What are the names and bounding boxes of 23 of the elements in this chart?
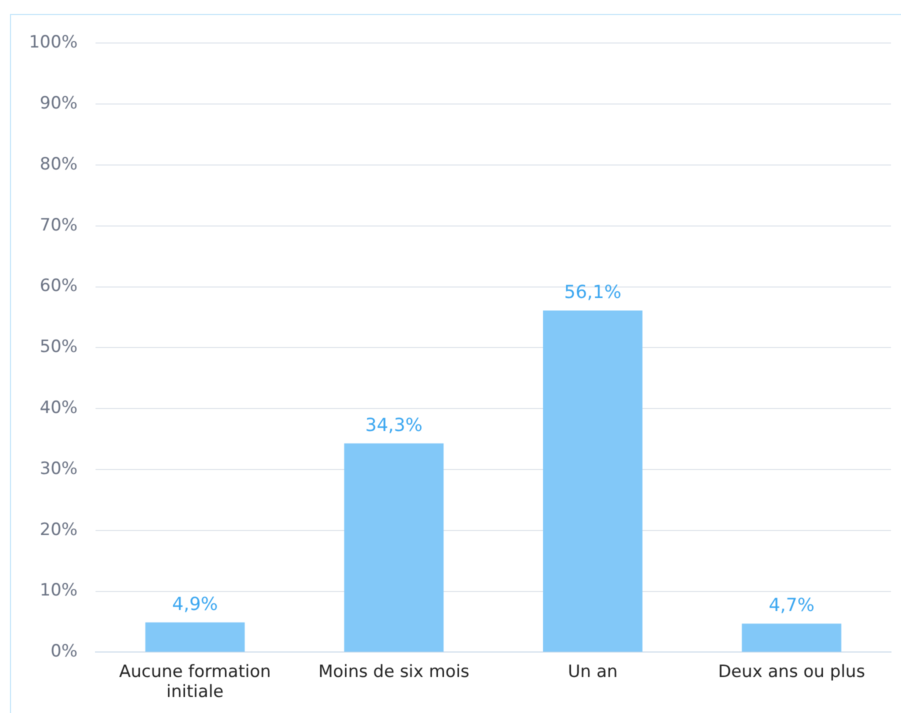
y-tick-label: 0% bbox=[50, 642, 78, 662]
y-tick-label: 70% bbox=[40, 215, 78, 236]
data-label: 34,3% bbox=[365, 414, 422, 436]
bar bbox=[543, 310, 642, 652]
bar bbox=[742, 624, 842, 652]
x-tick-label: Moins de six mois bbox=[318, 662, 470, 682]
data-label: 4,9% bbox=[172, 594, 218, 616]
y-tick-label: 20% bbox=[40, 520, 78, 540]
bar bbox=[145, 622, 245, 652]
data-label: 4,7% bbox=[768, 595, 814, 616]
x-tick-label: Un an bbox=[568, 662, 618, 682]
y-tick-label: 10% bbox=[40, 580, 78, 601]
y-tick-label: 100% bbox=[28, 32, 78, 53]
y-tick-label: 60% bbox=[40, 276, 78, 296]
y-tick-label: 80% bbox=[40, 154, 78, 174]
x-tick-label: Deux ans ou plus bbox=[718, 662, 866, 682]
data-label: 56,1% bbox=[564, 282, 622, 304]
y-tick-label: 30% bbox=[40, 458, 78, 479]
y-tick-label: 40% bbox=[40, 398, 78, 418]
bar bbox=[344, 443, 444, 652]
y-tick-label: 50% bbox=[40, 337, 78, 358]
y-tick-label: 90% bbox=[40, 94, 78, 114]
x-tick-label: Aucune formation initiale bbox=[119, 662, 271, 702]
